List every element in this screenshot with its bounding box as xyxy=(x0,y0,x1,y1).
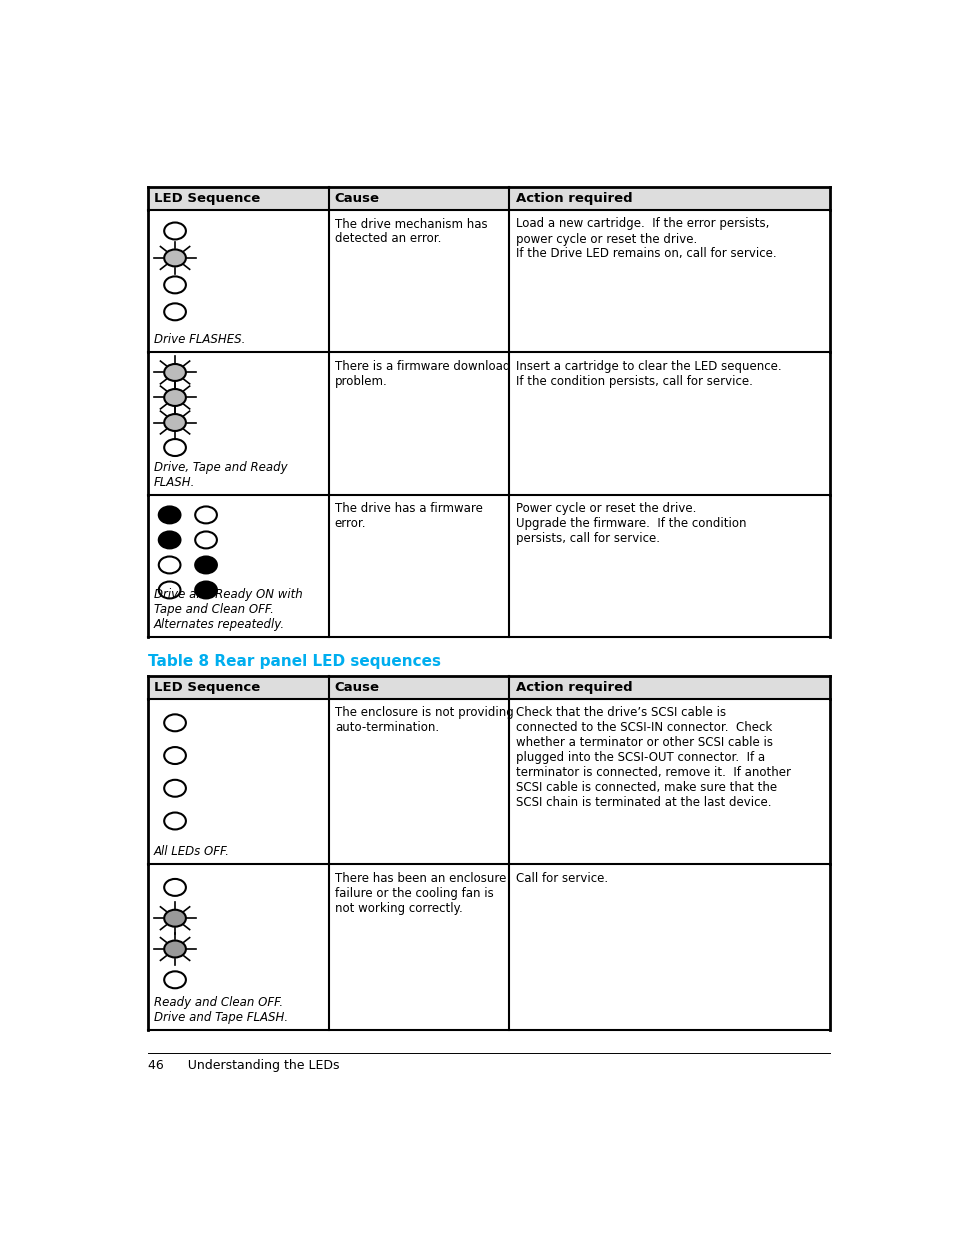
Text: There is a firmware download
problem.: There is a firmware download problem. xyxy=(335,359,510,388)
Text: Power cycle or reset the drive.
Upgrade the firmware.  If the condition
persists: Power cycle or reset the drive. Upgrade … xyxy=(515,503,745,546)
Text: The drive has a firmware
error.: The drive has a firmware error. xyxy=(335,503,482,530)
Text: Load a new cartridge.  If the error persists,
power cycle or reset the drive.
If: Load a new cartridge. If the error persi… xyxy=(515,217,776,261)
Text: The drive mechanism has
detected an error.: The drive mechanism has detected an erro… xyxy=(335,217,487,246)
Bar xyxy=(148,676,829,699)
Ellipse shape xyxy=(195,582,216,599)
Ellipse shape xyxy=(158,506,180,524)
Text: All LEDs OFF.: All LEDs OFF. xyxy=(154,845,230,858)
Text: Action required: Action required xyxy=(515,680,632,694)
Ellipse shape xyxy=(164,941,186,957)
Text: There has been an enclosure
failure or the cooling fan is
not working correctly.: There has been an enclosure failure or t… xyxy=(335,872,506,915)
Text: Insert a cartridge to clear the LED sequence.
If the condition persists, call fo: Insert a cartridge to clear the LED sequ… xyxy=(515,359,781,388)
Ellipse shape xyxy=(164,414,186,431)
Text: LED Sequence: LED Sequence xyxy=(154,680,260,694)
Text: The enclosure is not providing
auto-termination.: The enclosure is not providing auto-term… xyxy=(335,706,513,735)
Ellipse shape xyxy=(164,910,186,926)
Ellipse shape xyxy=(164,364,186,380)
Text: Cause: Cause xyxy=(335,680,379,694)
Text: Check that the drive’s SCSI cable is
connected to the SCSI-IN connector.  Check
: Check that the drive’s SCSI cable is con… xyxy=(515,706,790,809)
Text: Drive and Ready ON with
Tape and Clean OFF.
Alternates repeatedly.: Drive and Ready ON with Tape and Clean O… xyxy=(154,588,302,631)
Ellipse shape xyxy=(164,249,186,267)
Text: 46      Understanding the LEDs: 46 Understanding the LEDs xyxy=(148,1060,339,1072)
Text: Call for service.: Call for service. xyxy=(515,872,607,885)
Ellipse shape xyxy=(164,389,186,406)
Text: Table 8 Rear panel LED sequences: Table 8 Rear panel LED sequences xyxy=(148,655,440,669)
Bar xyxy=(148,186,829,210)
Text: LED Sequence: LED Sequence xyxy=(154,191,260,205)
Text: Drive FLASHES.: Drive FLASHES. xyxy=(154,333,245,346)
Ellipse shape xyxy=(195,557,216,573)
Ellipse shape xyxy=(158,531,180,548)
Text: Drive, Tape and Ready
FLASH.: Drive, Tape and Ready FLASH. xyxy=(154,461,288,489)
Text: Action required: Action required xyxy=(515,191,632,205)
Text: Ready and Clean OFF.
Drive and Tape FLASH.: Ready and Clean OFF. Drive and Tape FLAS… xyxy=(154,995,288,1024)
Text: Cause: Cause xyxy=(335,191,379,205)
